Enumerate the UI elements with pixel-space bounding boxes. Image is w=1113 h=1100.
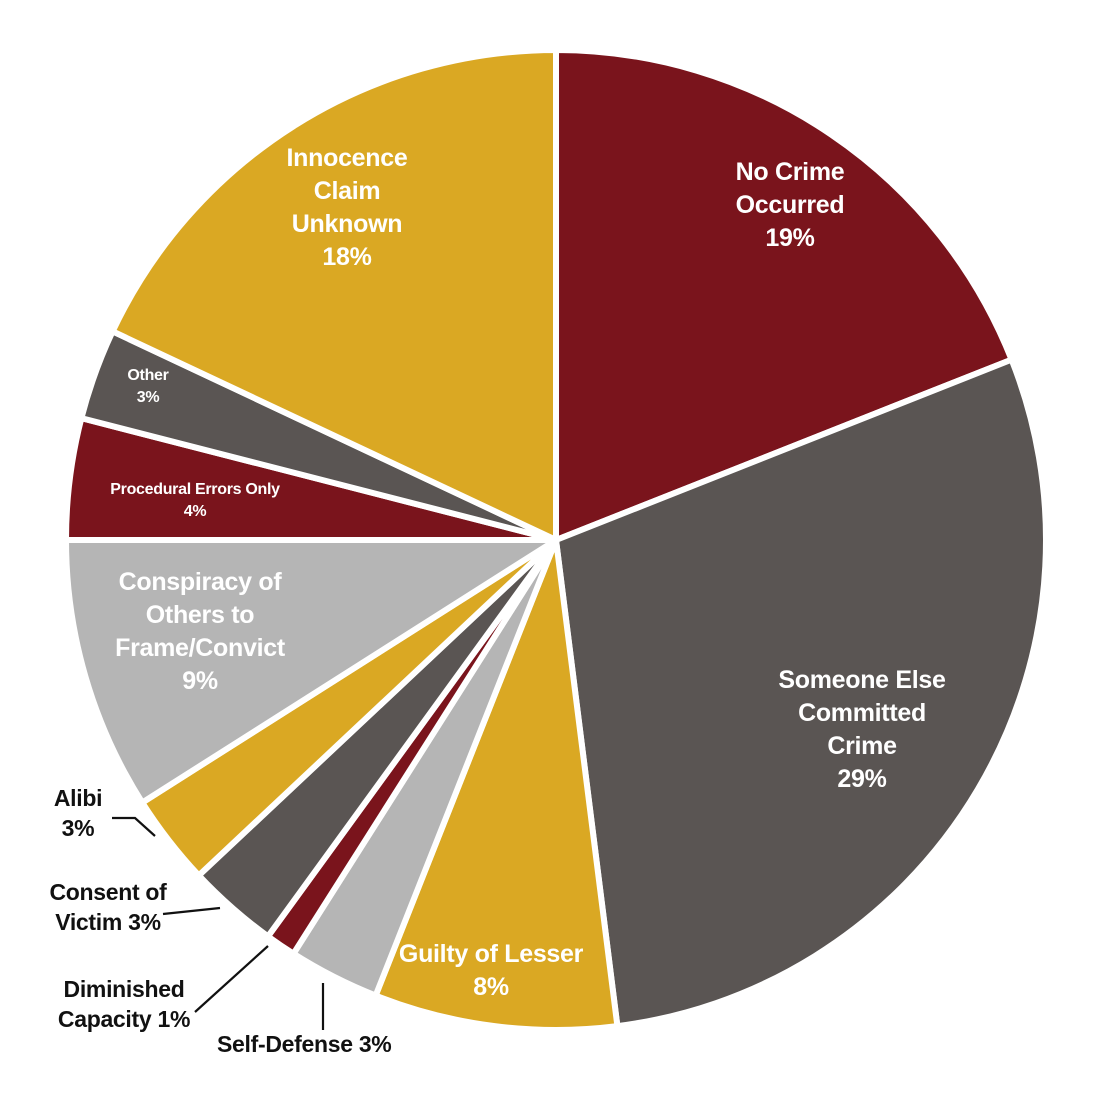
slice-label-line: Alibi: [54, 785, 102, 811]
pie-slice-guilty-of-lesser: [371, 538, 621, 1033]
pie-slice-no-crime-occurred: [553, 46, 1016, 545]
slice-label-conspiracy-of-others-to-frame-convict: Conspiracy of Others to Frame/Convict 9%: [115, 568, 286, 695]
slice-label-line: Self-Defense 3%: [217, 1031, 391, 1057]
slice-label-line: 8%: [473, 973, 509, 1001]
slice-label-guilty-of-lesser: Guilty of Lesser 8%: [399, 940, 584, 1001]
slice-label-line: Crime: [827, 732, 897, 760]
slice-label-line: 29%: [837, 765, 886, 793]
slice-label-line: Innocence: [287, 144, 408, 172]
slice-label-line: Conspiracy of: [119, 568, 283, 596]
slice-label-line: 3%: [62, 815, 95, 841]
slice-label-line: Procedural Errors Only: [110, 481, 280, 498]
leader-line-diminished-capacity: [194, 945, 269, 1013]
slice-label-line: Someone Else: [778, 666, 946, 694]
pie-slices: [62, 46, 1049, 1033]
slice-label-line: 9%: [182, 667, 218, 695]
slice-label-line: Claim: [314, 177, 381, 205]
slice-label-line: No Crime: [736, 158, 845, 186]
slice-label-someone-else-committed-crime: Someone Else Committed Crime 29%: [778, 666, 946, 793]
slice-label-diminished-capacity: Diminished Capacity 1%: [58, 976, 190, 1032]
slice-label-line: 4%: [184, 503, 207, 520]
slice-label-line: Occurred: [736, 191, 845, 219]
slice-label-line: Others to: [146, 601, 254, 629]
slice-label-no-crime-occurred: No Crime Occurred 19%: [736, 158, 845, 252]
leader-line-consent-of-victim: [162, 906, 221, 916]
pie-slice-innocence-claim-unknown: [108, 46, 559, 545]
slice-label-line: Guilty of Lesser: [399, 940, 584, 968]
slice-label-line: Capacity 1%: [58, 1006, 190, 1032]
label-leader-lines: [112, 816, 325, 1030]
slice-label-self-defense: Self-Defense 3%: [217, 1031, 391, 1057]
slice-labels: No Crime Occurred 19% Someone Else Committed…: [49, 144, 946, 1057]
slice-label-alibi: Alibi 3%: [54, 785, 102, 841]
slice-label-line: Consent of: [49, 879, 167, 905]
slice-label-consent-of-victim: Consent of Victim 3%: [49, 879, 167, 935]
slice-label-line: Committed: [798, 699, 926, 727]
slice-label-line: 19%: [765, 224, 814, 252]
slice-label-line: Frame/Convict: [115, 634, 286, 662]
leader-line-alibi: [112, 816, 156, 837]
slice-label-procedural-errors-only: Procedural Errors Only 4%: [110, 481, 280, 520]
slice-label-line: 18%: [322, 243, 371, 271]
slice-label-line: Unknown: [292, 210, 402, 238]
slice-label-other: Other 3%: [127, 367, 168, 406]
slice-label-line: Diminished: [64, 976, 185, 1002]
pie-slice-someone-else-committed-crime: [552, 355, 1049, 1030]
slice-label-innocence-claim-unknown: Innocence Claim Unknown 18%: [287, 144, 408, 271]
slice-label-line: Victim 3%: [55, 909, 161, 935]
pie-slice-conspiracy-of-others-to-frame-convict: [62, 537, 567, 807]
slice-label-line: 3%: [137, 389, 160, 406]
slice-label-line: Other: [127, 367, 168, 384]
